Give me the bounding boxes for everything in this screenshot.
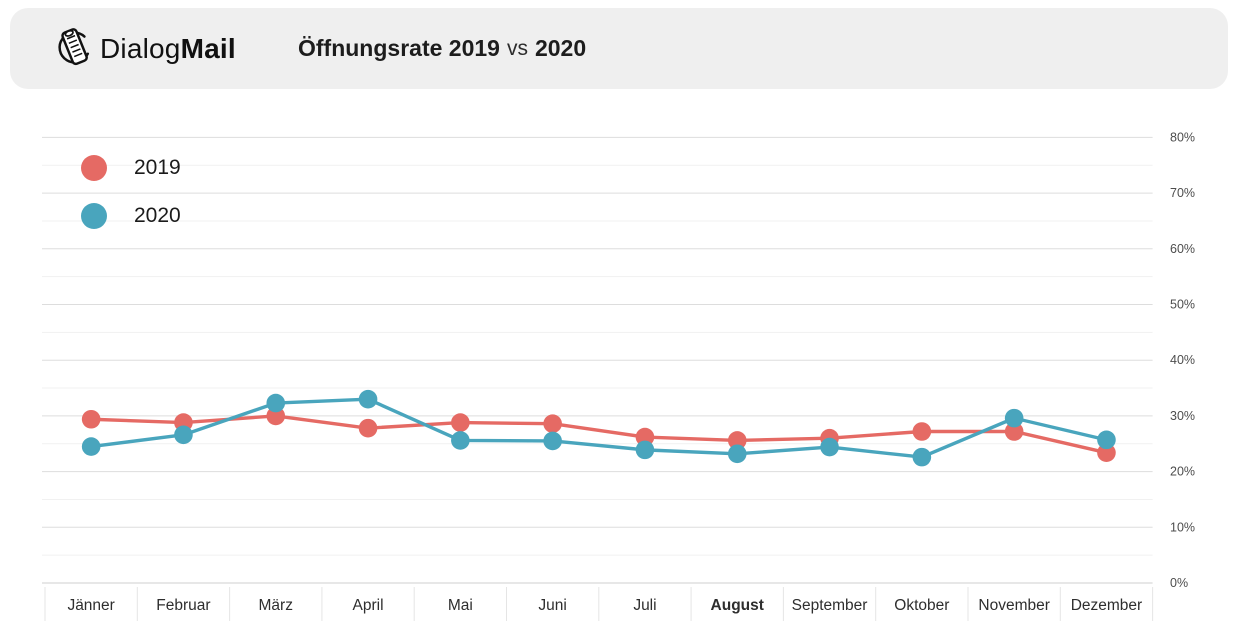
chart-legend: 2019 2020 [81,155,181,229]
legend-item-2020[interactable]: 2020 [81,203,181,229]
series-line-2020 [89,397,1109,459]
brand-logo[interactable]: DialogMail [52,25,236,73]
data-point-2019-Mai[interactable] [451,413,470,432]
data-point-2020-Juli[interactable] [635,440,655,460]
data-point-2019-Juli[interactable] [635,427,655,447]
data-point-2020-Februar[interactable] [174,425,193,445]
y-axis-label-60%: 60% [1170,242,1195,256]
legend-item-2019[interactable]: 2019 [81,155,181,181]
header-bar: DialogMail Öffnungsrate 2019 vs 2020 [10,8,1228,89]
data-point-2019-November[interactable] [1004,422,1024,441]
y-axis-label-20%: 20% [1170,465,1195,479]
legend-swatch-2020 [81,203,107,229]
data-point-2020-September[interactable] [820,437,839,457]
data-point-2019-April[interactable] [358,418,378,438]
x-axis-label-September: September [792,597,868,614]
y-axis-label-50%: 50% [1170,298,1195,312]
legend-label-2019: 2019 [134,156,181,179]
title-year2: 2020 [534,35,587,61]
data-point-2019-Dezember[interactable] [1097,443,1116,462]
brand-name-bold: Mail [180,33,236,64]
brand-name: DialogMail [100,33,236,65]
legend-label-2020: 2020 [134,204,181,227]
page-title: Öffnungsrate 2019 vs 2020 [298,8,586,89]
x-axis-label-Juli: Juli [633,597,656,614]
legend-swatch-2019 [81,155,107,181]
x-axis-label-Oktober: Oktober [894,597,949,614]
dialogmail-newspaper-logo-icon [58,28,90,66]
data-point-2019-August[interactable] [727,431,747,450]
data-point-2019-Oktober[interactable] [912,422,932,441]
y-axis-label-10%: 10% [1170,520,1195,534]
data-point-2020-April[interactable] [358,389,378,409]
data-point-2020-Jänner[interactable] [81,437,101,456]
data-point-2020-Mai[interactable] [451,431,470,450]
data-point-2020-August[interactable] [727,444,747,464]
brand-name-regular: Dialog [100,33,181,64]
y-axis-label-80%: 80% [1170,130,1195,144]
y-axis-label-0%: 0% [1170,576,1188,590]
x-axis-label-August: August [711,597,764,614]
y-axis-label-70%: 70% [1170,186,1195,200]
data-point-2019-Jänner[interactable] [81,409,101,429]
title-main: Öffnungsrate 2019 [298,35,500,61]
data-point-2020-Dezember[interactable] [1097,430,1116,450]
x-axis-label-Februar: Februar [156,597,210,614]
data-point-2020-November[interactable] [1004,408,1024,428]
data-point-2020-Juni[interactable] [543,431,562,451]
x-axis-label-Dezember: Dezember [1071,597,1143,614]
x-axis-label-April: April [353,597,384,614]
data-point-2019-Juni[interactable] [543,414,562,433]
x-axis-label-Jänner: Jänner [67,597,114,614]
data-point-2020-Oktober[interactable] [912,447,932,467]
x-axis-label-Juni: Juni [538,597,566,614]
title-vs: vs [506,36,528,60]
series-line-2019 [89,414,1109,455]
y-axis-label-30%: 30% [1170,409,1195,423]
y-axis-label-40%: 40% [1170,353,1195,367]
data-point-2020-März[interactable] [266,393,286,413]
x-axis-label-November: November [978,597,1050,614]
data-point-2019-März[interactable] [266,406,286,426]
x-axis-label-März: März [259,597,293,614]
x-axis-label-Mai: Mai [448,597,473,614]
